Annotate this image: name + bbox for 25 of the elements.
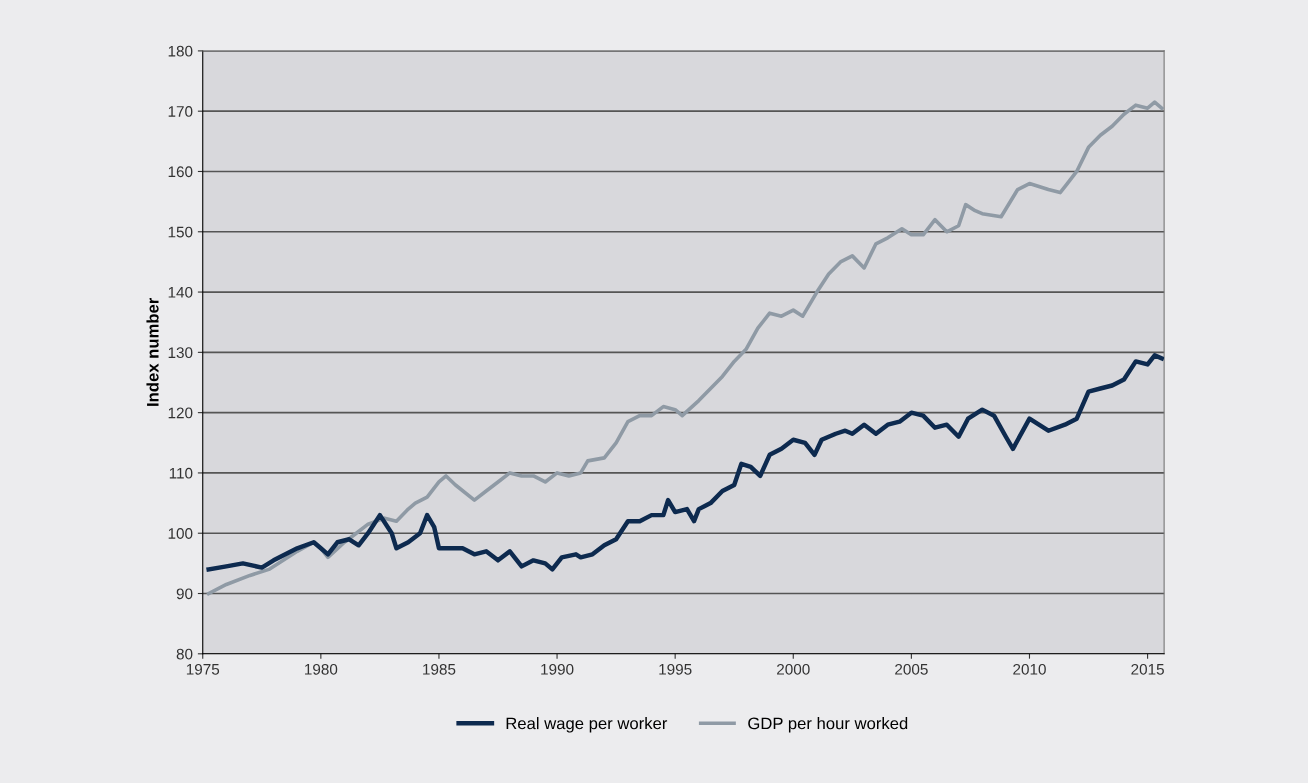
y-tick-label: 80: [176, 648, 193, 660]
x-tick-label: 1985: [423, 663, 456, 675]
y-axis-title: Index number: [146, 297, 159, 406]
y-tick-label: 180: [168, 45, 193, 57]
y-tick-label: 140: [168, 286, 193, 298]
y-tick-label: 130: [168, 347, 193, 359]
legend-label: GDP per hour worked: [748, 717, 908, 733]
x-tick-label: 1980: [305, 663, 338, 675]
x-tick-label: 2010: [1013, 663, 1046, 675]
y-tick-label: 120: [168, 407, 193, 419]
y-tick-label: 90: [176, 588, 193, 600]
y-tick-label: 100: [168, 528, 193, 539]
y-tick-label: 150: [168, 226, 193, 238]
line-series: [206, 100, 1164, 596]
x-tick-label: 1995: [659, 663, 692, 675]
legend-label: Real wage per worker: [506, 717, 668, 733]
x-tick-label: 1990: [541, 663, 574, 675]
x-tick-label: 2000: [777, 663, 810, 675]
y-tick-label: 110: [169, 467, 193, 479]
y-tick-label: 170: [168, 106, 193, 117]
line-series: [206, 353, 1164, 572]
x-tick-label: 2005: [895, 663, 928, 675]
x-tick-label: 2015: [1131, 663, 1164, 675]
y-tick-label: 160: [168, 166, 193, 178]
x-tick-label: 1975: [186, 663, 220, 675]
